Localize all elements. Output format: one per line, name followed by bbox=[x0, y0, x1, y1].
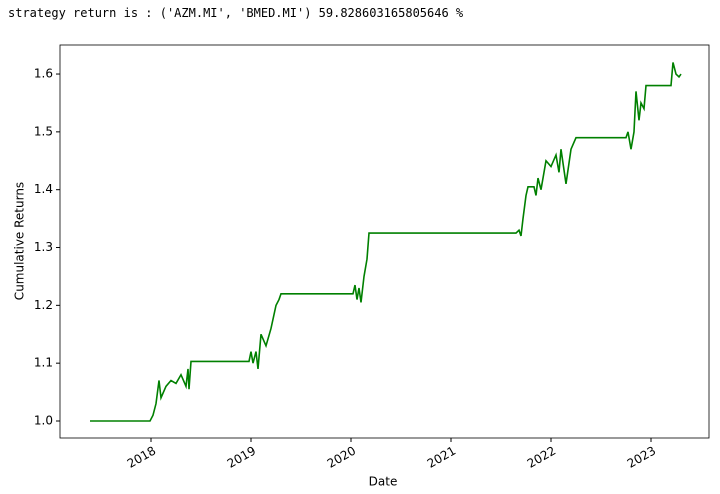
y-tick-label: 1.5 bbox=[34, 124, 53, 138]
y-axis-label: Cumulative Returns bbox=[13, 182, 27, 300]
y-tick-label: 1.1 bbox=[34, 356, 53, 370]
y-tick-label: 1.4 bbox=[34, 182, 53, 196]
y-tick-label: 1.3 bbox=[34, 240, 53, 254]
x-tick-label: 2018 bbox=[125, 444, 158, 471]
output-text: strategy return is : ('AZM.MI', 'BMED.MI… bbox=[8, 6, 464, 20]
y-tick-label: 1.0 bbox=[34, 413, 53, 427]
x-tick-label: 2019 bbox=[225, 444, 258, 471]
x-tick-label: 2021 bbox=[425, 444, 458, 471]
x-tick-label: 2023 bbox=[625, 444, 658, 471]
y-tick-label: 1.6 bbox=[34, 67, 53, 81]
x-tick-label: 2020 bbox=[325, 444, 358, 471]
y-tick-label: 1.2 bbox=[34, 298, 53, 312]
plot-frame bbox=[59, 44, 710, 439]
x-tick-label: 2022 bbox=[525, 444, 558, 471]
x-axis-label: Date bbox=[369, 475, 398, 489]
data-line bbox=[90, 62, 682, 422]
